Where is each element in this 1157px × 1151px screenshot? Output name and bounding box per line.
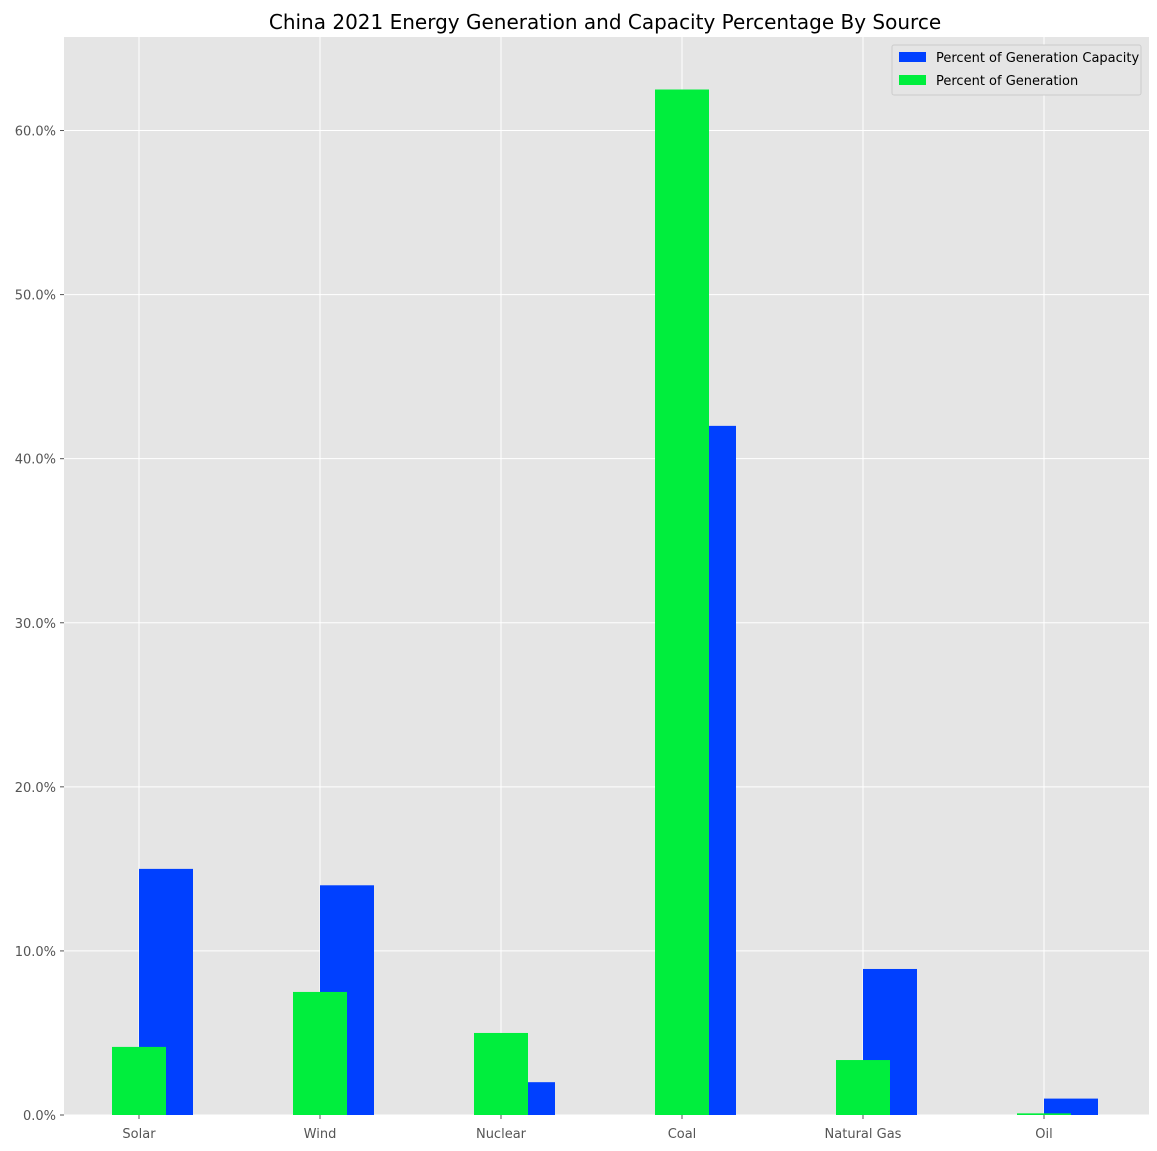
bar-generation-nuclear bbox=[474, 1032, 528, 1115]
bar-generation-wind bbox=[293, 991, 347, 1115]
bars bbox=[112, 89, 1098, 1116]
legend: Percent of Generation Capacity Percent o… bbox=[891, 44, 1142, 96]
x-tick-label: Coal bbox=[668, 1127, 697, 1142]
legend-label-generation: Percent of Generation bbox=[936, 74, 1078, 89]
y-tick-label: 0.0% bbox=[23, 1109, 56, 1124]
legend-swatch-generation bbox=[899, 75, 926, 85]
y-tick-label: 50.0% bbox=[15, 289, 56, 304]
bar-generation-coal bbox=[655, 89, 709, 1115]
chart-title: China 2021 Energy Generation and Capacit… bbox=[269, 10, 941, 34]
y-tick-label: 30.0% bbox=[15, 617, 56, 632]
legend-label-capacity: Percent of Generation Capacity bbox=[936, 51, 1139, 66]
bar-generation-oil bbox=[1017, 1113, 1071, 1115]
x-tick-label: Solar bbox=[122, 1127, 156, 1142]
plot-area bbox=[64, 37, 1149, 1115]
x-axis-ticks: Solar Wind Nuclear Coal Natural Gas Oil bbox=[122, 1115, 1053, 1142]
x-tick-label: Natural Gas bbox=[825, 1127, 902, 1142]
bar-generation-natural-gas bbox=[836, 1060, 890, 1115]
legend-swatch-capacity bbox=[899, 52, 926, 62]
y-tick-label: 20.0% bbox=[15, 781, 56, 796]
bar-generation-solar bbox=[112, 1046, 166, 1115]
bar-capacity-oil bbox=[1044, 1098, 1098, 1115]
y-axis-ticks: 0.0% 10.0% 20.0% 30.0% 40.0% 50.0% 60.0% bbox=[15, 125, 64, 1124]
y-tick-label: 60.0% bbox=[15, 125, 56, 140]
x-tick-label: Wind bbox=[304, 1127, 337, 1142]
y-tick-label: 40.0% bbox=[15, 453, 56, 468]
legend-box bbox=[891, 44, 1142, 96]
x-tick-label: Nuclear bbox=[476, 1127, 527, 1142]
y-tick-label: 10.0% bbox=[15, 945, 56, 960]
x-tick-label: Oil bbox=[1035, 1127, 1052, 1142]
